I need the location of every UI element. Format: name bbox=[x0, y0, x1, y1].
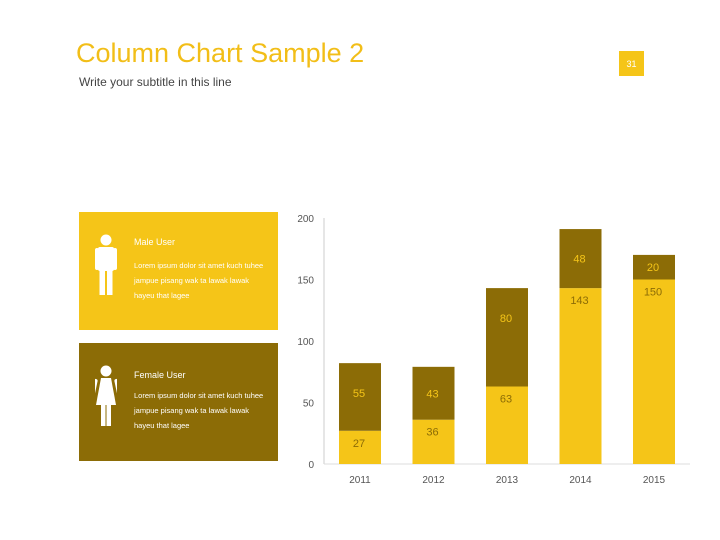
bar-segment bbox=[486, 288, 528, 387]
page-title: Column Chart Sample 2 bbox=[76, 38, 365, 68]
bar-segment bbox=[339, 430, 381, 464]
y-tick-label: 100 bbox=[297, 337, 314, 348]
bar-segment bbox=[412, 366, 455, 420]
bar-data-label: 43 bbox=[426, 388, 438, 400]
page-number-badge: 31 bbox=[619, 51, 644, 76]
bar-segment bbox=[486, 386, 528, 464]
page-subtitle: Write your subtitle in this line bbox=[79, 75, 232, 89]
bar-segment bbox=[633, 279, 675, 464]
bar-data-label: 48 bbox=[573, 254, 585, 266]
bar-data-label: 80 bbox=[500, 313, 512, 325]
male-user-text: Lorem ipsum dolor sit amet kuch tuhee ja… bbox=[134, 261, 264, 300]
y-tick-label: 0 bbox=[308, 460, 314, 471]
bar-segment bbox=[559, 288, 602, 464]
bar-segment bbox=[633, 254, 675, 280]
male-user-title: Male User bbox=[134, 237, 176, 247]
bar-data-label: 55 bbox=[353, 388, 365, 400]
bar-data-label: 143 bbox=[570, 295, 588, 307]
x-tick-label: 2013 bbox=[496, 475, 519, 486]
bar-segment bbox=[559, 229, 602, 289]
female-user-text: Lorem ipsum dolor sit amet kuch tuhee ja… bbox=[134, 391, 264, 430]
y-tick-label: 50 bbox=[303, 399, 315, 410]
bar-data-label: 20 bbox=[647, 262, 659, 274]
male-user-card: Male User Lorem ipsum dolor sit amet kuc… bbox=[79, 212, 278, 330]
y-tick-label: 150 bbox=[297, 276, 314, 287]
x-tick-label: 2011 bbox=[349, 475, 371, 486]
bar-data-label: 27 bbox=[353, 438, 365, 450]
y-tick-label: 200 bbox=[297, 214, 314, 225]
female-user-icon bbox=[95, 365, 117, 426]
bar-data-label: 150 bbox=[644, 287, 662, 299]
female-user-card: Female User Lorem ipsum dolor sit amet k… bbox=[79, 343, 278, 461]
x-tick-label: 2014 bbox=[569, 475, 592, 486]
female-user-title: Female User bbox=[134, 370, 186, 380]
bar-data-label: 63 bbox=[500, 394, 512, 406]
bar-data-label: 36 bbox=[426, 427, 438, 439]
bar-segment bbox=[339, 363, 381, 431]
x-tick-label: 2012 bbox=[422, 475, 445, 486]
male-user-icon bbox=[95, 234, 117, 295]
x-tick-label: 2015 bbox=[643, 475, 666, 486]
bar-segment bbox=[412, 419, 455, 464]
